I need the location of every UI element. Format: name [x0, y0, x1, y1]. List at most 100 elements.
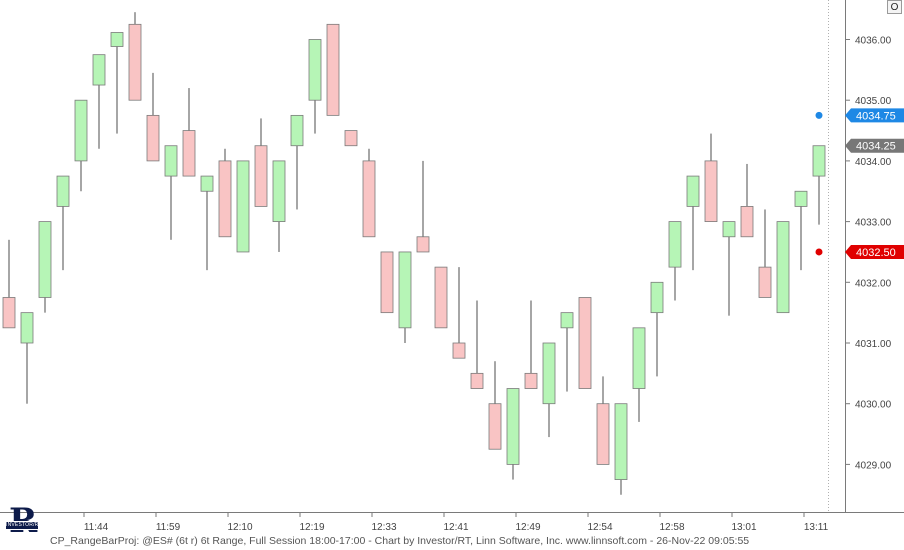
- price-tick-label: 4030.00: [855, 400, 892, 411]
- candle-body-up: [74, 99, 88, 162]
- candle-body-up: [56, 175, 70, 207]
- price-marker-tag: 4034.75: [845, 108, 904, 123]
- candle: [416, 160, 430, 253]
- candle: [74, 99, 88, 192]
- candle-body-down: [218, 160, 232, 238]
- candle-body-down: [470, 372, 484, 389]
- time-tick-label: 12:19: [299, 522, 324, 532]
- price-tick-label: 4034.00: [855, 157, 892, 168]
- price-marker-tag-shape: [845, 138, 904, 153]
- logo-band: INVESTOR/RT: [5, 521, 39, 530]
- candle: [290, 114, 304, 210]
- time-tick-label: 11:44: [84, 522, 109, 532]
- candle: [254, 118, 268, 207]
- candle-body-down: [344, 130, 358, 147]
- candle: [236, 160, 250, 253]
- candle: [614, 403, 628, 495]
- candle: [146, 72, 160, 162]
- candle: [218, 148, 232, 238]
- price-tick-label: 4029.00: [855, 460, 892, 471]
- candle: [272, 160, 286, 252]
- price-marker-tag: 4034.25: [845, 138, 904, 153]
- candle: [56, 175, 70, 271]
- price-axis: 4029.00 4030.00 4031.00 4032.00 4033.00 4034.…: [845, 36, 892, 471]
- price-marker-label: 4032.50: [856, 247, 896, 259]
- candle-body-down: [362, 160, 376, 238]
- price-marker-tag-shape: [845, 244, 904, 259]
- options-button[interactable]: O: [887, 0, 902, 14]
- candle: [740, 163, 754, 238]
- candle-body-down: [254, 145, 268, 207]
- candle: [128, 12, 142, 101]
- candle: [452, 267, 466, 359]
- candle: [200, 175, 214, 271]
- candle-body-up: [686, 175, 700, 207]
- candle: [92, 54, 106, 149]
- time-tick-label: 12:54: [587, 522, 612, 532]
- candle-body-up: [200, 175, 214, 192]
- price-tick-label: 4032.00: [855, 278, 892, 289]
- candle-body-down: [596, 403, 610, 465]
- candle-body-down: [380, 251, 394, 314]
- candle: [20, 312, 34, 404]
- markers-layer: 4034.75 4034.25 4032.50: [815, 108, 904, 259]
- candle-body-down: [128, 23, 142, 101]
- candle: [398, 251, 412, 343]
- candle: [380, 251, 394, 314]
- candle-body-up: [560, 312, 574, 329]
- candle: [632, 327, 646, 422]
- investor-rt-logo: R INVESTOR/RT: [3, 501, 47, 549]
- candle: [182, 88, 196, 177]
- candle-body-up: [542, 342, 556, 405]
- candle-body-up: [272, 160, 286, 222]
- candle-body-up: [92, 54, 106, 86]
- candle-body-up: [38, 221, 52, 298]
- candle-body-down: [488, 403, 502, 450]
- price-marker-tag-shape: [845, 108, 904, 123]
- candle-body-down: [452, 342, 466, 359]
- candle: [326, 23, 340, 116]
- candle: [110, 32, 124, 134]
- candle-body-down: [704, 160, 718, 222]
- candle: [362, 148, 376, 238]
- time-tick-label: 11:59: [156, 522, 181, 532]
- candle: [722, 221, 736, 316]
- candle-body-down: [146, 114, 160, 162]
- candle-body-down: [2, 297, 16, 329]
- footer-text: CP_RangeBarProj: @ES# (6t r) 6t Range, F…: [50, 535, 750, 547]
- candle-body-down: [524, 372, 538, 389]
- price-marker-dot: [815, 111, 823, 119]
- candle-body-up: [506, 388, 520, 465]
- time-tick-label: 13:01: [731, 522, 756, 532]
- price-marker-label: 4034.75: [856, 110, 896, 122]
- candle: [2, 239, 16, 329]
- price-tick-label: 4036.00: [855, 36, 892, 47]
- candle-body-down: [326, 23, 340, 116]
- time-tick-label: 12:41: [443, 522, 468, 532]
- candle-body-up: [290, 114, 304, 147]
- candle: [434, 266, 448, 329]
- candle: [560, 312, 574, 392]
- candle-body-up: [812, 145, 826, 177]
- candle: [488, 361, 502, 450]
- status-footer: CP_RangeBarProj: @ES# (6t r) 6t Range, F…: [0, 532, 904, 550]
- candle-body-down: [416, 236, 430, 253]
- price-tick-label: 4033.00: [855, 218, 892, 229]
- candle-body-down: [758, 266, 772, 298]
- time-tick-label: 12:58: [659, 522, 684, 532]
- candle: [776, 221, 790, 314]
- candle: [344, 130, 358, 147]
- candle: [758, 209, 772, 298]
- candle: [470, 300, 484, 389]
- candle-body-down: [578, 297, 592, 389]
- candle-body-up: [110, 32, 124, 47]
- candle: [686, 175, 700, 271]
- candle-body-up: [632, 327, 646, 389]
- candle: [38, 221, 52, 313]
- candle-body-down: [740, 206, 754, 238]
- candle: [164, 145, 178, 240]
- candle-body-up: [164, 145, 178, 177]
- candle: [524, 300, 538, 389]
- candle: [542, 342, 556, 438]
- candles-layer: [2, 12, 826, 495]
